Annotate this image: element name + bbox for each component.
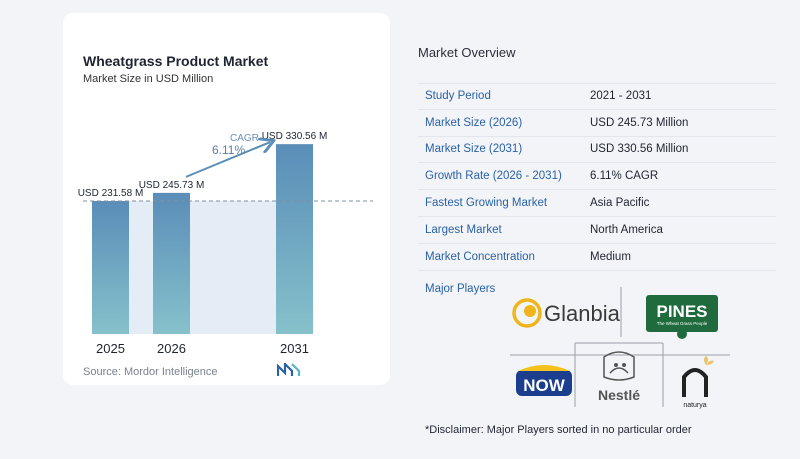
value-label-2031: USD 330.56 M [262,131,328,142]
nestle-name: Nestlé [598,387,640,403]
bar-chart: USD 231.58 M 2025 USD 245.73 M 2026 USD 330.… [78,131,373,356]
major-players-logos: Glanbia PINES The Wheat Grass People NOW… [510,287,730,409]
pines-name: PINES [656,302,707,321]
disclaimer: *Disclaimer: Major Players sorted in no … [425,424,692,436]
chart-title: Wheatgrass Product Market [83,53,269,69]
value-label-2025: USD 231.58 M [78,188,144,199]
table-row: Largest Market North America [418,217,776,244]
row-key: Market Size (2026) [425,116,523,129]
table-row: Study Period 2021 - 2031 [418,83,776,110]
table-row: Market Size (2026) USD 245.73 Million [418,110,776,137]
naturya-logo: naturya [682,356,714,409]
cagr-label: CAGR [230,133,259,144]
bar-2026 [153,192,190,334]
row-key: Study Period [425,90,491,103]
pines-logo: PINES The Wheat Grass People [646,295,718,339]
row-key: Largest Market [425,223,502,236]
cagr-arrow [185,142,270,178]
bar-2025 [92,201,129,334]
row-key: Market Size (2031) [425,143,523,156]
market-overview: Market Overview Study Period 2021 - 2031 … [418,45,776,271]
table-row: Growth Rate (2026 - 2031) 6.11% CAGR [418,163,776,191]
now-foods-logo: NOW [516,365,572,396]
nestle-logo: Nestlé [598,351,640,403]
row-value: Medium [590,250,631,263]
glanbia-name: Glanbia [544,301,621,326]
source-note: Source: Mordor Intelligence [83,366,218,378]
cagr-value: 6.11% [212,143,245,157]
major-players-label: Major Players [425,283,496,295]
table-row: Fastest Growing Market Asia Pacific [418,190,776,217]
value-label-2026: USD 245.73 M [139,180,205,191]
overview-title: Market Overview [418,45,516,60]
row-value: 6.11% CAGR [590,170,659,183]
chart-card: Wheatgrass Product Market Market Size in… [63,13,390,385]
table-row: Market Concentration Medium [418,244,776,271]
row-value: USD 245.73 Million [590,116,689,129]
glanbia-logo: Glanbia [512,298,621,328]
bar-2031 [276,144,313,334]
naturya-name: naturya [683,402,706,409]
x-tick-2025: 2025 [96,341,125,356]
mordor-logo-icon [277,363,301,376]
chart-subtitle: Market Size in USD Million [83,73,214,85]
table-row: Market Size (2031) USD 330.56 Million [418,137,776,164]
row-key: Growth Rate (2026 - 2031) [425,170,562,183]
pines-tagline: The Wheat Grass People [657,321,708,326]
row-value: 2021 - 2031 [590,90,652,103]
now-name: NOW [523,376,566,395]
row-value: USD 330.56 Million [590,143,689,156]
overview-table: Study Period 2021 - 2031 Market Size (202… [418,83,776,271]
row-value: North America [590,223,663,236]
x-tick-2026: 2026 [157,341,186,356]
row-value: Asia Pacific [590,197,650,210]
row-key: Fastest Growing Market [425,197,548,210]
x-tick-2031: 2031 [280,341,309,356]
row-key: Market Concentration [425,250,535,263]
